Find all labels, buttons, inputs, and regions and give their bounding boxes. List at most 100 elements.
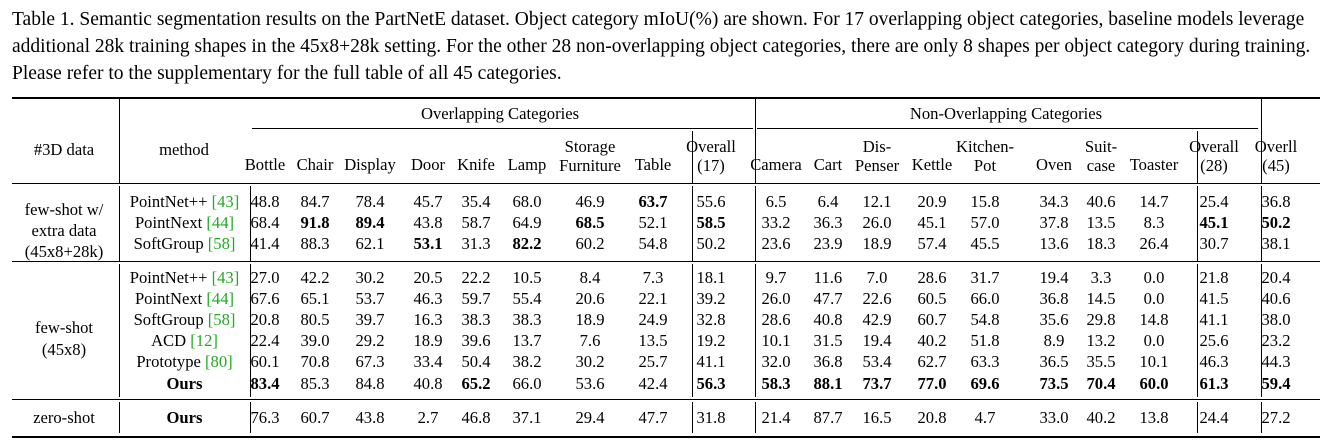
- value-cell: 43.8: [355, 408, 385, 427]
- col-header: Camera: [750, 155, 802, 174]
- value-cell: 70.8: [300, 352, 330, 371]
- col-header: Bottle: [244, 155, 286, 174]
- value-cell: 25.4: [1199, 192, 1229, 211]
- value-cell: 14.5: [1086, 289, 1116, 308]
- col-header: Furniture: [559, 156, 621, 175]
- method-cell: SoftGroup [58]: [120, 233, 249, 255]
- citation-link[interactable]: [43]: [211, 268, 240, 287]
- value-cell: 51.8: [970, 331, 1000, 350]
- value-cell: 55.4: [512, 289, 542, 308]
- value-cell: 7.3: [642, 268, 664, 287]
- value-cell: 27.0: [250, 268, 280, 287]
- value-cell: 26.0: [761, 289, 791, 308]
- value-cell: 32.8: [696, 310, 726, 329]
- value-cell: 69.6: [970, 374, 1000, 393]
- col-divider: [692, 264, 693, 397]
- group-rule: [12, 399, 1320, 400]
- value-cell: 70.4: [1086, 374, 1116, 393]
- citation-link[interactable]: [58]: [207, 234, 236, 253]
- value-cell: 60.5: [917, 289, 947, 308]
- value-cell: 36.8: [1039, 289, 1069, 308]
- value-cell: 54.8: [970, 310, 1000, 329]
- value-cell: 13.7: [512, 331, 542, 350]
- value-cell: 68.4: [250, 213, 280, 232]
- col-header: case: [1086, 156, 1116, 175]
- value-cell: 10.5: [512, 268, 542, 287]
- value-cell: 13.5: [1086, 213, 1116, 232]
- value-cell: 9.7: [765, 268, 787, 287]
- value-cell: 42.2: [300, 268, 330, 287]
- group-label: zero-shot: [33, 408, 95, 427]
- value-cell: 18.3: [1086, 234, 1116, 253]
- value-cell: 53.4: [862, 352, 892, 371]
- value-cell: 15.8: [970, 192, 1000, 211]
- citation-link[interactable]: [80]: [205, 352, 233, 371]
- value-cell: 19.4: [862, 331, 892, 350]
- value-cell: 31.5: [813, 331, 843, 350]
- value-cell: 44.3: [1261, 352, 1291, 371]
- value-cell: 53.7: [355, 289, 385, 308]
- value-cell: 20.9: [917, 192, 947, 211]
- value-cell: 76.3: [250, 408, 280, 427]
- value-cell: 46.9: [575, 192, 605, 211]
- value-cell: 91.8: [300, 213, 330, 232]
- value-cell: 63.3: [970, 352, 1000, 371]
- value-cell: 12.1: [862, 192, 892, 211]
- value-cell: 46.3: [413, 289, 443, 308]
- value-cell: 40.8: [813, 310, 843, 329]
- value-cell: 47.7: [813, 289, 843, 308]
- col-header: Penser: [854, 156, 900, 175]
- col-divider: [755, 264, 756, 397]
- citation-link[interactable]: [58]: [207, 310, 236, 329]
- value-cell: 34.3: [1039, 192, 1069, 211]
- value-cell: 59.4: [1261, 374, 1291, 393]
- value-cell: 43.8: [413, 213, 443, 232]
- group-underline-nonoverlapping: [757, 128, 1258, 129]
- value-cell: 26.0: [862, 213, 892, 232]
- citation-link[interactable]: [12]: [190, 331, 218, 350]
- value-cell: 6.4: [817, 192, 839, 211]
- citation-link[interactable]: [44]: [206, 213, 235, 232]
- col-divider: [119, 186, 120, 261]
- value-cell: 39.0: [300, 331, 330, 350]
- value-cell: 28.6: [917, 268, 947, 287]
- value-cell: 23.6: [761, 234, 791, 253]
- value-cell: 40.6: [1261, 289, 1291, 308]
- value-cell: 27.2: [1261, 408, 1291, 427]
- value-cell: 58.7: [461, 213, 491, 232]
- method-name: SoftGroup: [133, 310, 204, 329]
- col-header: Pot: [973, 156, 997, 175]
- value-cell: 29.2: [355, 331, 385, 350]
- value-cell: 36.8: [813, 352, 843, 371]
- value-cell: 73.5: [1039, 374, 1069, 393]
- value-cell: 67.3: [355, 352, 385, 371]
- value-cell: 18.9: [575, 310, 605, 329]
- citation-link[interactable]: [43]: [211, 192, 240, 211]
- value-cell: 40.6: [1086, 192, 1116, 211]
- citation-link[interactable]: [44]: [206, 289, 235, 308]
- value-cell: 7.0: [866, 268, 888, 287]
- value-cell: 0.0: [1143, 289, 1165, 308]
- value-cell: 29.4: [575, 408, 605, 427]
- value-cell: 68.0: [512, 192, 542, 211]
- value-cell: 68.5: [575, 213, 605, 232]
- value-cell: 45.1: [1199, 213, 1229, 232]
- value-cell: 32.0: [761, 352, 791, 371]
- col-divider: [755, 186, 756, 261]
- value-cell: 53.6: [575, 374, 605, 393]
- value-cell: 16.3: [413, 310, 443, 329]
- value-cell: 73.7: [862, 374, 892, 393]
- value-cell: 19.4: [1039, 268, 1069, 287]
- value-cell: 31.7: [970, 268, 1000, 287]
- value-cell: 35.4: [461, 192, 491, 211]
- col-divider: [119, 264, 120, 397]
- col-header: (28): [1200, 156, 1228, 175]
- col-header: Overall: [686, 137, 736, 156]
- col-header: Lamp: [507, 155, 547, 174]
- value-cell: 35.6: [1039, 310, 1069, 329]
- col-divider: [1197, 264, 1198, 397]
- value-cell: 89.4: [355, 213, 385, 232]
- value-cell: 0.0: [1143, 268, 1165, 287]
- value-cell: 58.5: [696, 213, 726, 232]
- value-cell: 18.1: [696, 268, 726, 287]
